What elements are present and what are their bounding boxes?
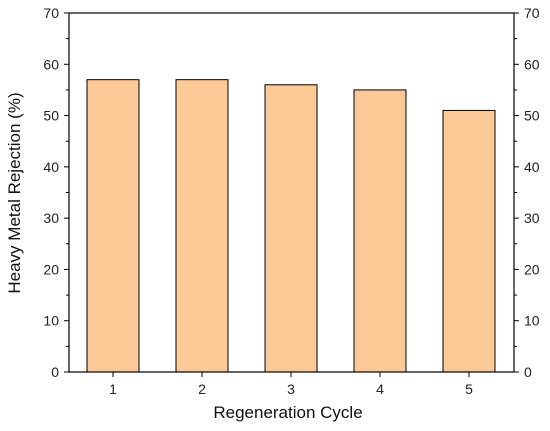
ticks-group: 0 0 10 10 20 20 30 30 40 40 50 50 60 60 70 70 1 2 3 4 5 bbox=[43, 5, 539, 397]
y-tick-label-right: 50 bbox=[524, 108, 540, 124]
x-tick-label-4: 4 bbox=[376, 381, 384, 397]
x-tick-label-2: 2 bbox=[198, 381, 206, 397]
bar-4 bbox=[353, 89, 407, 373]
y-tick-label-left: 10 bbox=[43, 313, 59, 329]
y-tick-label-left: 40 bbox=[43, 159, 59, 175]
bar-5 bbox=[442, 109, 496, 373]
y-tick-label-right: 30 bbox=[524, 210, 540, 226]
bar-3 bbox=[264, 84, 318, 373]
y-tick-label-left: 70 bbox=[43, 5, 59, 21]
bar-2 bbox=[175, 79, 229, 373]
bars-group bbox=[86, 79, 496, 373]
y-tick-label-right: 60 bbox=[524, 56, 540, 72]
x-axis-title: Regeneration Cycle bbox=[213, 403, 362, 422]
y-tick-label-left: 20 bbox=[43, 261, 59, 277]
y-axis-title: Heavy Metal Rejection (%) bbox=[5, 92, 24, 293]
y-tick-label-left: 60 bbox=[43, 56, 59, 72]
y-tick-label-right: 10 bbox=[524, 313, 540, 329]
y-tick-label-right: 0 bbox=[524, 364, 532, 380]
y-tick-label-right: 70 bbox=[524, 5, 540, 21]
y-tick-label-left: 0 bbox=[51, 364, 59, 380]
x-tick-label-5: 5 bbox=[465, 381, 473, 397]
y-tick-label-left: 30 bbox=[43, 210, 59, 226]
y-tick-label-right: 40 bbox=[524, 159, 540, 175]
x-tick-label-1: 1 bbox=[109, 381, 117, 397]
y-tick-label-right: 20 bbox=[524, 261, 540, 277]
bar-1 bbox=[86, 79, 140, 373]
y-tick-label-left: 50 bbox=[43, 108, 59, 124]
x-tick-label-3: 3 bbox=[287, 381, 295, 397]
